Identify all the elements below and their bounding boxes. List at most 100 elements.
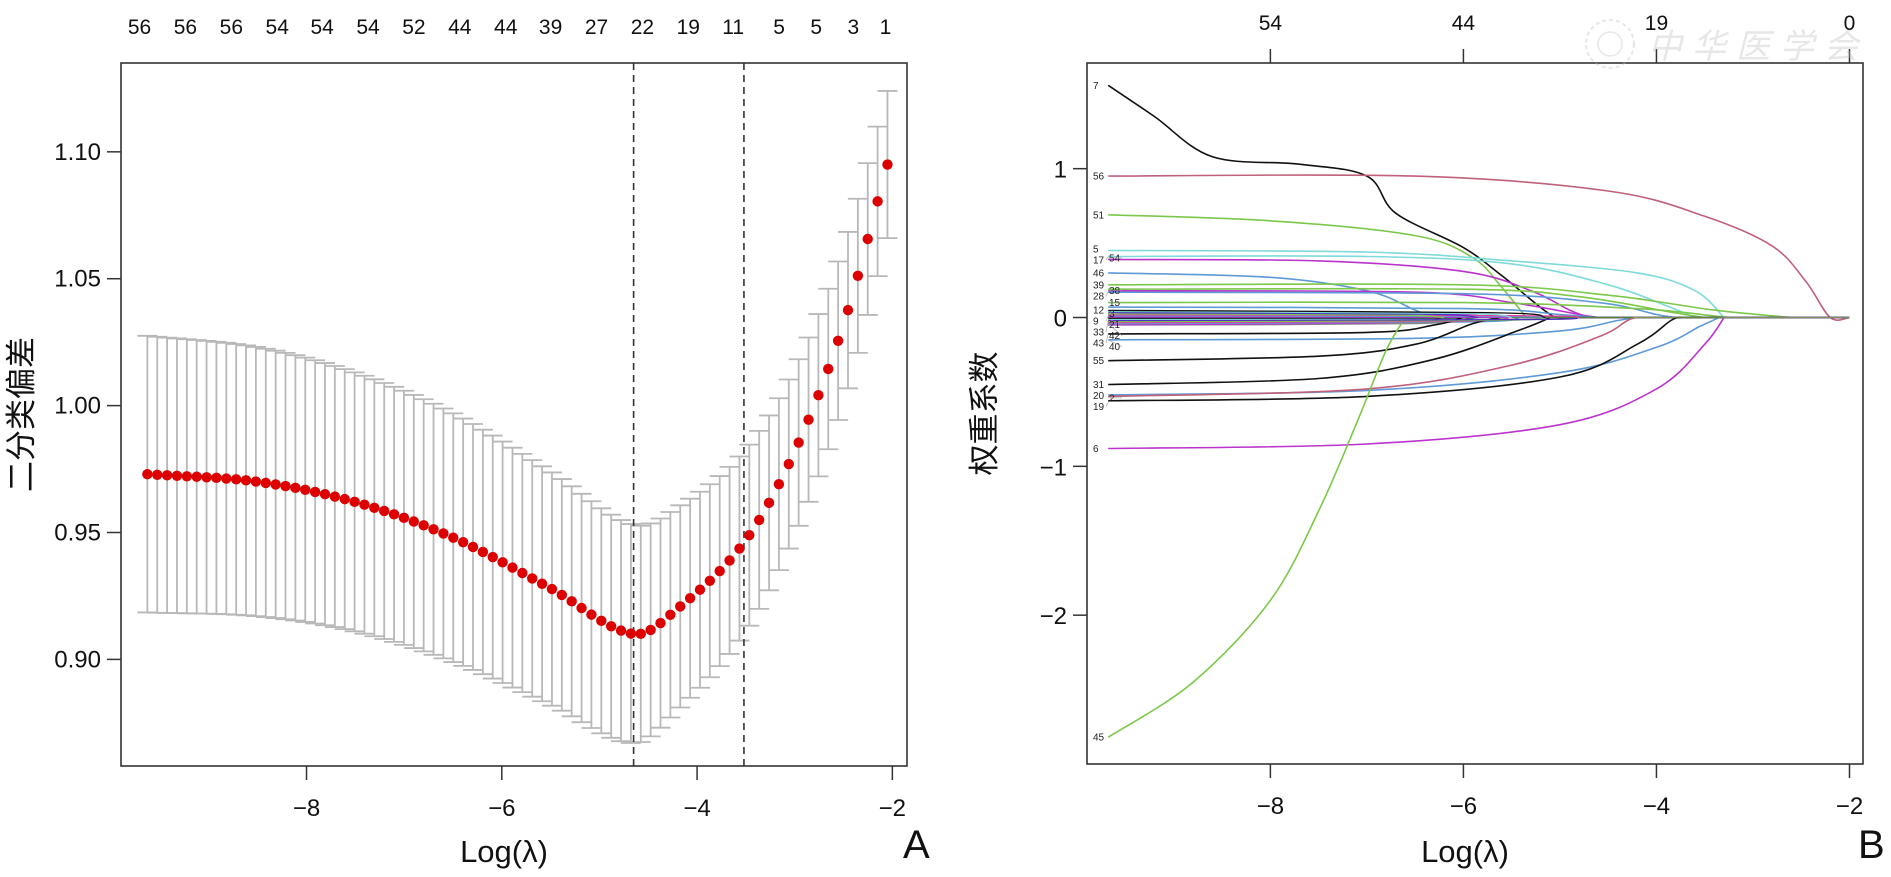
deviance-point bbox=[487, 551, 498, 563]
top-count-label: 11 bbox=[722, 16, 744, 39]
coef-label: 40 bbox=[1109, 342, 1121, 353]
coef-label: 2 bbox=[1109, 393, 1115, 404]
deviance-point bbox=[467, 541, 479, 553]
error-bars bbox=[137, 90, 898, 744]
deviance-point bbox=[230, 474, 242, 485]
deviance-point bbox=[221, 473, 232, 484]
deviance-point bbox=[309, 486, 321, 498]
coef-path-51 bbox=[1108, 214, 1527, 319]
top-count-label: 44 bbox=[1452, 12, 1476, 35]
deviance-point bbox=[477, 546, 489, 558]
top-count-label: 19 bbox=[1645, 12, 1668, 35]
coef-label: 7 bbox=[1093, 81, 1099, 92]
coef-label: 39 bbox=[1093, 280, 1105, 291]
coef-label: 12 bbox=[1093, 306, 1105, 317]
coef-path-28 bbox=[1108, 289, 1599, 319]
deviance-point bbox=[862, 233, 873, 245]
y-axis-title: 二分类偏差 bbox=[4, 337, 39, 492]
deviance-point bbox=[793, 437, 804, 448]
deviance-point bbox=[882, 159, 893, 170]
deviance-point bbox=[852, 270, 864, 282]
coef-path-19 bbox=[1108, 316, 1681, 402]
deviance-point bbox=[250, 476, 262, 487]
deviance-point bbox=[418, 520, 429, 531]
deviance-point bbox=[507, 562, 518, 573]
deviance-point bbox=[438, 528, 449, 539]
coef-label: 21 bbox=[1109, 320, 1121, 331]
top-count-label: 54 bbox=[266, 16, 290, 39]
deviance-point bbox=[596, 615, 607, 627]
deviance-point bbox=[211, 472, 222, 484]
y-tick-label: 0.95 bbox=[54, 520, 101, 547]
coef-label: 43 bbox=[1093, 339, 1105, 350]
coef-label-leader bbox=[1108, 339, 1123, 347]
coef-path-cluster bbox=[1108, 316, 1580, 322]
y-axis-title-b: 权重系数 bbox=[967, 352, 1002, 476]
coef-path-15 bbox=[1108, 301, 1734, 319]
coef-path-2 bbox=[1108, 316, 1638, 398]
deviance-point bbox=[181, 471, 193, 482]
coef-path-12 bbox=[1108, 306, 1599, 319]
deviance-point bbox=[684, 593, 696, 604]
coef-label-leader bbox=[1108, 323, 1123, 336]
deviance-point bbox=[517, 567, 528, 579]
top-count-label: 5 bbox=[773, 16, 785, 39]
seal-icon bbox=[1585, 19, 1635, 69]
x-axis-title: Log(λ) bbox=[460, 834, 548, 869]
y-tick-label: 1.00 bbox=[54, 393, 101, 420]
coef-label-leader bbox=[1105, 320, 1109, 333]
top-count-label: 56 bbox=[220, 16, 243, 39]
coef-label-leader bbox=[1105, 256, 1109, 261]
deviance-point bbox=[349, 496, 360, 508]
deviance-point bbox=[783, 458, 794, 470]
plot-frame-b bbox=[1086, 62, 1864, 765]
coef-label: 20 bbox=[1093, 391, 1105, 402]
coef-label: 5 bbox=[1093, 245, 1099, 256]
deviance-point bbox=[704, 575, 716, 586]
coef-label: 45 bbox=[1093, 733, 1105, 744]
deviance-point bbox=[635, 628, 646, 640]
coef-path-45 bbox=[1107, 317, 1407, 738]
deviance-point bbox=[448, 532, 459, 543]
coef-label-leader bbox=[1105, 333, 1109, 344]
deviance-point bbox=[645, 624, 656, 636]
deviance-point bbox=[744, 529, 755, 541]
panel-letter-b: B bbox=[1858, 823, 1885, 867]
top-count-label: 56 bbox=[174, 16, 197, 39]
deviance-point bbox=[842, 304, 854, 316]
top-count-label: 39 bbox=[539, 16, 562, 39]
coef-label-leader bbox=[1108, 312, 1123, 314]
coef-path-56 bbox=[1108, 174, 1850, 321]
deviance-point bbox=[872, 196, 883, 207]
deviance-point bbox=[556, 589, 568, 601]
deviance-point bbox=[694, 584, 706, 595]
y-tick-label: −2 bbox=[1040, 603, 1067, 630]
coef-label-leader bbox=[1105, 315, 1109, 322]
deviance-point bbox=[536, 578, 548, 589]
deviance-point bbox=[576, 602, 587, 614]
deviance-point bbox=[369, 502, 380, 513]
deviance-point bbox=[586, 609, 597, 620]
coef-label: 3 bbox=[1109, 309, 1115, 320]
deviance-point bbox=[605, 621, 617, 632]
x-tick-label: −8 bbox=[1257, 793, 1284, 820]
coef-path-6 bbox=[1108, 317, 1725, 450]
deviance-point bbox=[457, 537, 469, 548]
x-tick-label: −4 bbox=[683, 795, 710, 822]
deviance-point bbox=[398, 512, 410, 524]
top-axis-nonzero-counts-b: 54 44 19 0 bbox=[1259, 12, 1855, 63]
coef-path-cluster bbox=[1108, 312, 1478, 319]
deviance-point bbox=[359, 499, 370, 510]
deviance-point bbox=[675, 601, 686, 612]
deviance-point bbox=[753, 514, 765, 526]
coef-path-54 bbox=[1108, 258, 1590, 319]
deviance-point bbox=[152, 469, 163, 480]
deviance-point bbox=[280, 480, 291, 492]
x-tick-label: −8 bbox=[293, 795, 320, 822]
coef-label-leader bbox=[1108, 318, 1123, 325]
coef-label: 51 bbox=[1093, 210, 1105, 221]
deviance-point bbox=[270, 479, 281, 490]
coef-label: 54 bbox=[1109, 253, 1121, 264]
